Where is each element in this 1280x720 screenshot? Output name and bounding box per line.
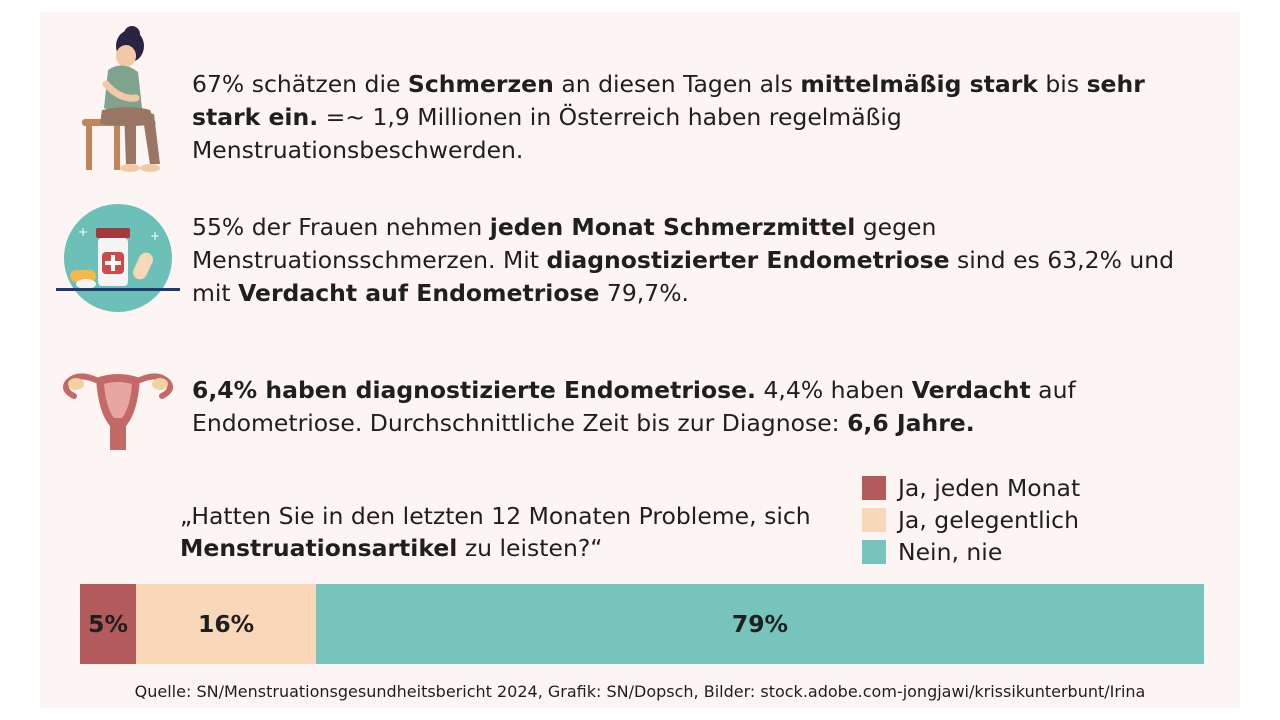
emphasis-text: sehr stark ein. <box>192 70 1145 131</box>
bar-segment: 5% <box>80 584 137 664</box>
body-text: sind es 63,2% und mit <box>192 246 1175 307</box>
body-text: =~ 1,9 Millionen in Österreich haben reg… <box>192 103 902 164</box>
legend-label: Ja, jeden Monat <box>898 474 1081 502</box>
source-credit: Quelle: SN/Menstruationsgesundheitsberic… <box>134 682 1146 701</box>
stacked-bar-chart: 5% 16% 79% <box>80 584 1204 664</box>
bar-data-label: 5% <box>88 610 129 638</box>
legend-swatch <box>862 540 886 564</box>
survey-question: „Hatten Sie in den letzten 12 Monaten Pr… <box>180 500 820 564</box>
legend-label: Nein, nie <box>898 538 1003 566</box>
body-text: auf Endometriose. Durchschnittliche Zeit… <box>192 376 1076 437</box>
body-text: 4,4% haben <box>756 376 912 404</box>
body-text: an diesen Tagen als <box>553 70 801 98</box>
legend-item: Ja, jeden Monat <box>862 472 1080 504</box>
body-text: 55% der Frauen nehmen <box>192 213 490 241</box>
body-text: zu leisten?“ <box>457 534 603 562</box>
emphasis-text: 6,4% haben diagnostizierte Endometriose. <box>192 376 756 404</box>
emphasis-text: 6,6 Jahre. <box>847 409 975 437</box>
body-text: bis <box>1037 70 1087 98</box>
legend-swatch <box>862 508 886 532</box>
fact-painkiller-use: 55% der Frauen nehmen jeden Monat Schmer… <box>192 211 1202 310</box>
body-text: 67% schätzen die <box>192 70 408 98</box>
painkillers-icon: + + <box>56 204 180 312</box>
bar-segment: 16% <box>136 584 317 664</box>
legend-item: Ja, gelegentlich <box>862 504 1080 536</box>
body-text: gegen Menstruationsschmerzen. Mit <box>192 213 937 274</box>
uterus-icon <box>63 373 173 450</box>
fact-pain-intensity: 67% schätzen die Schmerzen an diesen Tag… <box>192 68 1202 167</box>
emphasis-text: diagnostizierter Endometriose <box>546 246 950 274</box>
legend-item: Nein, nie <box>862 536 1080 568</box>
woman-with-cramps-icon <box>82 26 160 172</box>
fact-endometriosis: 6,4% haben diagnostizierte Endometriose.… <box>192 374 1202 440</box>
legend-label: Ja, gelegentlich <box>898 506 1079 534</box>
body-text: 79,7%. <box>599 279 690 307</box>
bar-data-label: 79% <box>731 610 789 638</box>
emphasis-text: jeden Monat Schmerzmittel <box>489 213 856 241</box>
chart-legend: Ja, jeden Monat Ja, gelegentlich Nein, nie <box>862 472 1080 568</box>
body-text: „Hatten Sie in den letzten 12 Monaten Pr… <box>180 502 811 530</box>
emphasis-text: Verdacht auf Endometriose <box>238 279 600 307</box>
svg-text:+: + <box>78 225 88 239</box>
bar-data-label: 16% <box>197 610 255 638</box>
svg-text:+: + <box>150 229 160 243</box>
emphasis-text: Verdacht <box>911 376 1031 404</box>
emphasis-text: mittelmäßig stark <box>800 70 1038 98</box>
bar-segment: 79% <box>316 584 1204 664</box>
emphasis-text: Menstruationsartikel <box>180 534 458 562</box>
legend-swatch <box>862 476 886 500</box>
emphasis-text: Schmerzen <box>407 70 554 98</box>
